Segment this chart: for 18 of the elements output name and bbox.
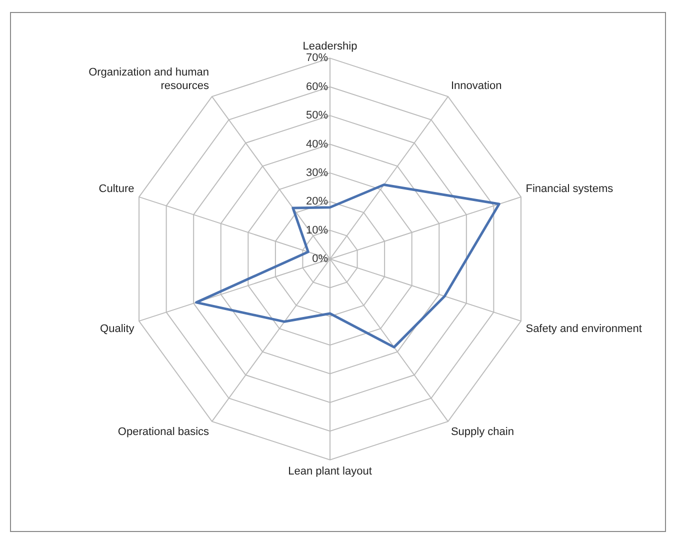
y-tick-label: 20%: [306, 196, 328, 208]
spoke-label: Innovation: [450, 80, 502, 92]
spoke-label: Quality: [100, 323, 135, 336]
spoke-label: Organization and human resources: [88, 66, 210, 92]
y-tick-label: 0%: [312, 253, 328, 266]
spoke-label: Operational basics: [118, 426, 210, 438]
spoke-label: Leadership: [302, 40, 358, 53]
y-tick-label: 40%: [306, 138, 328, 150]
y-tick-label: 60%: [306, 80, 328, 93]
y-tick-label: 70%: [306, 52, 328, 64]
spoke-label: Culture: [98, 182, 134, 195]
y-tick-label: 50%: [306, 110, 328, 122]
y-tick-label: 10%: [306, 224, 328, 236]
spoke-label: Safety and environment: [526, 323, 642, 336]
spoke-label: Financial systems: [526, 182, 614, 195]
spoke-label: Lean plant layout: [288, 465, 372, 478]
spoke-label: Supply chain: [450, 426, 514, 438]
y-tick-label: 30%: [306, 166, 328, 179]
